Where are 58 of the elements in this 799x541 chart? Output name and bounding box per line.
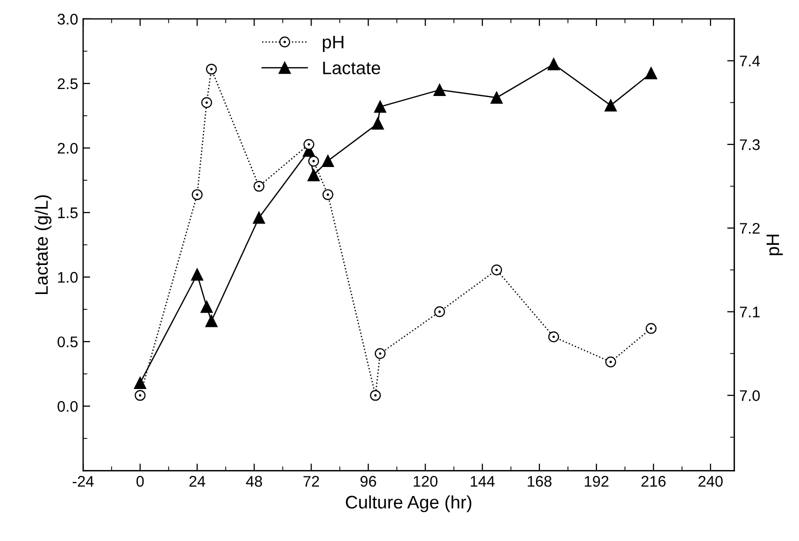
x-tick-label: 120	[414, 476, 438, 487]
point	[434, 306, 445, 318]
point	[254, 180, 264, 192]
point	[322, 154, 334, 168]
y-tick-label: 2.0	[58, 142, 78, 154]
point	[191, 268, 204, 281]
point	[491, 264, 502, 276]
y-tick-label: 3.0	[58, 14, 78, 25]
y-tick-label: 1.5	[58, 208, 78, 218]
point	[308, 168, 320, 182]
point	[201, 97, 212, 108]
x-tick-label: 0	[136, 476, 144, 487]
point	[548, 331, 560, 342]
x-tick-label: 72	[304, 476, 319, 487]
point	[303, 139, 314, 150]
point	[205, 314, 218, 328]
y-tick-label: 2.5	[58, 78, 78, 90]
point	[490, 92, 503, 104]
point	[200, 300, 213, 313]
point	[134, 376, 146, 390]
x-axis-title: Culture Age (hr)	[346, 495, 472, 512]
y-tick-label: 0.5	[58, 336, 78, 348]
x-tick-label: 24	[189, 476, 206, 487]
y-axis-title: Lactate (g/L)	[34, 195, 52, 294]
y2-tick-label: 7.3	[740, 139, 760, 150]
y2-tick-label: 7.1	[740, 306, 760, 318]
point	[646, 323, 657, 334]
point	[374, 100, 386, 113]
x-tick-label: 96	[360, 476, 376, 487]
point	[605, 356, 616, 368]
x-tick-label: 192	[584, 476, 608, 487]
y2-tick-label: 7.0	[740, 390, 760, 402]
x-tick-label: 144	[470, 476, 495, 487]
point	[433, 84, 446, 96]
x-tick-label: 48	[246, 476, 262, 487]
point	[644, 67, 658, 80]
point	[604, 99, 617, 112]
x-tick-label: 240	[698, 476, 723, 487]
y2-axis-title: pH	[766, 234, 783, 256]
point	[206, 64, 217, 75]
y-tick-label: 0.0	[58, 401, 78, 412]
y2-tick-label: 7.4	[740, 56, 760, 66]
x-tick-label: -24	[72, 476, 94, 487]
y2-tick-label: 7.2	[740, 222, 760, 234]
point	[372, 117, 384, 130]
x-tick-label: 216	[642, 476, 666, 487]
point	[370, 390, 381, 401]
y-tick-label: 1.0	[58, 272, 78, 283]
x-tick-label: 168	[528, 476, 552, 487]
point	[192, 189, 203, 200]
point	[134, 390, 146, 401]
point	[308, 156, 320, 167]
point	[322, 189, 334, 200]
point	[548, 58, 560, 70]
point	[374, 348, 386, 359]
legend-label: Lactate	[323, 62, 380, 74]
point	[252, 212, 266, 224]
legend-label: pH	[322, 36, 344, 52]
